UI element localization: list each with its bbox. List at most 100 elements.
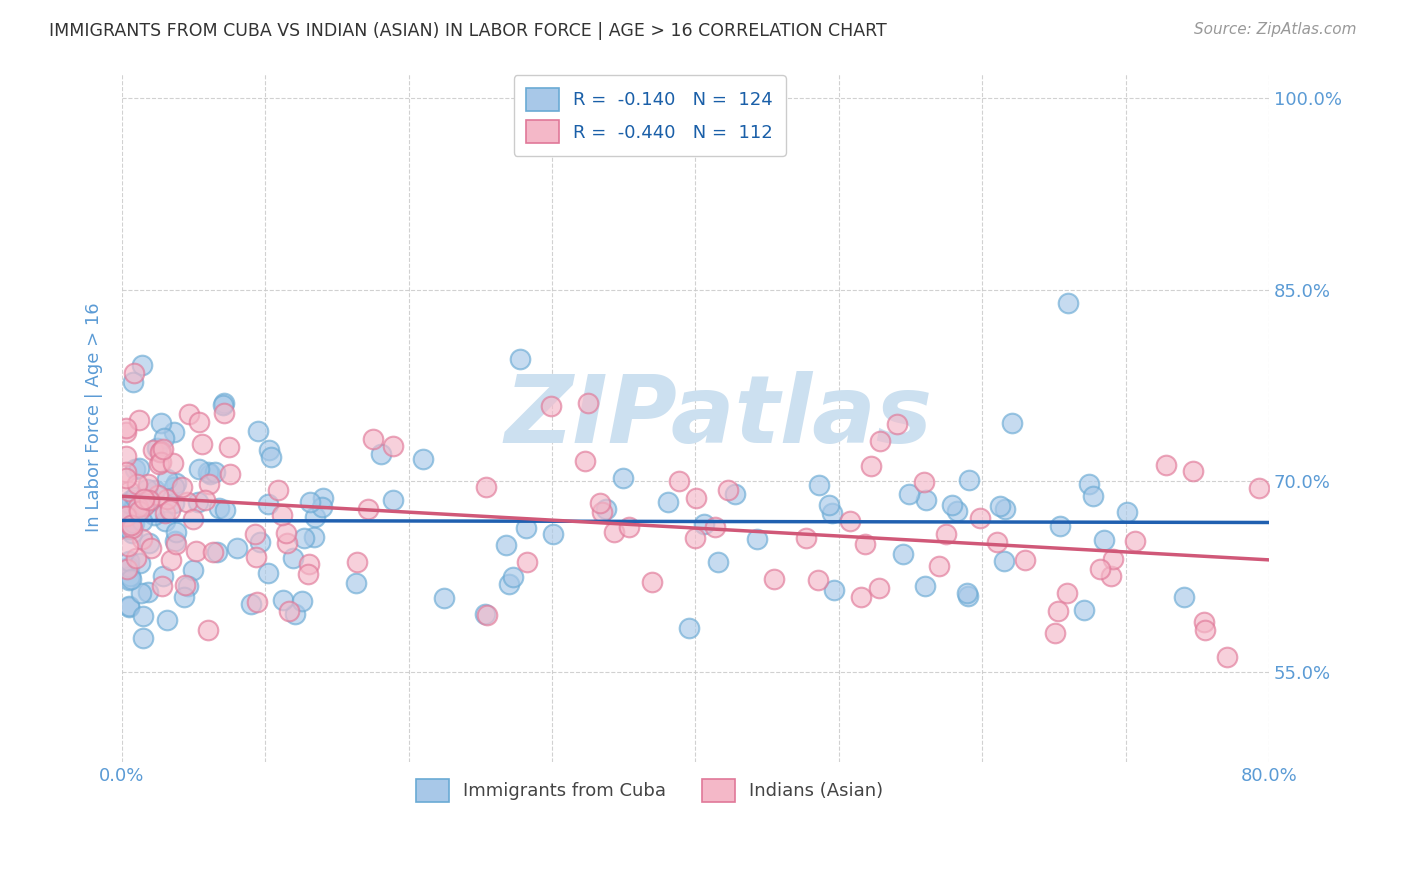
Point: [868, 582, 890, 596]
Point: [839, 514, 862, 528]
Point: [745, 533, 768, 547]
Text: ZIPatlas: ZIPatlas: [505, 371, 932, 463]
Point: [361, 432, 384, 446]
Point: [246, 424, 269, 438]
Point: [1094, 533, 1116, 548]
Point: [153, 431, 176, 445]
Point: [226, 541, 249, 555]
Point: [121, 511, 143, 525]
Point: [184, 544, 207, 558]
Point: [257, 442, 280, 457]
Point: [132, 608, 155, 623]
Point: [412, 451, 434, 466]
Point: [271, 592, 294, 607]
Point: [249, 535, 271, 549]
Point: [122, 500, 145, 515]
Point: [120, 492, 142, 507]
Point: [821, 506, 844, 520]
Point: [177, 579, 200, 593]
Point: [994, 502, 1017, 516]
Point: [121, 375, 143, 389]
Point: [142, 442, 165, 457]
Point: [194, 493, 217, 508]
Point: [381, 439, 404, 453]
Point: [170, 480, 193, 494]
Point: [118, 554, 141, 568]
Point: [163, 534, 186, 549]
Point: [198, 476, 221, 491]
Point: [1081, 489, 1104, 503]
Point: [132, 632, 155, 646]
Point: [818, 498, 841, 512]
Point: [120, 572, 142, 586]
Point: [187, 495, 209, 509]
Point: [969, 510, 991, 524]
Point: [146, 441, 169, 455]
Point: [176, 495, 198, 509]
Point: [1125, 534, 1147, 549]
Point: [118, 508, 141, 522]
Legend: Immigrants from Cuba, Indians (Asian): Immigrants from Cuba, Indians (Asian): [404, 766, 896, 814]
Point: [370, 447, 392, 461]
Point: [150, 444, 173, 458]
Point: [159, 502, 181, 516]
Point: [118, 484, 141, 499]
Point: [128, 503, 150, 517]
Point: [115, 509, 138, 524]
Point: [118, 560, 141, 574]
Point: [122, 366, 145, 380]
Point: [724, 486, 747, 500]
Text: IMMIGRANTS FROM CUBA VS INDIAN (ASIAN) IN LABOR FORCE | AGE > 16 CORRELATION CHA: IMMIGRANTS FROM CUBA VS INDIAN (ASIAN) I…: [49, 22, 887, 40]
Point: [165, 476, 187, 491]
Point: [297, 567, 319, 582]
Point: [1192, 615, 1215, 629]
Point: [475, 608, 498, 623]
Point: [190, 437, 212, 451]
Point: [214, 396, 236, 410]
Point: [946, 503, 969, 517]
Point: [612, 471, 634, 485]
Point: [498, 576, 520, 591]
Point: [162, 456, 184, 470]
Point: [163, 480, 186, 494]
Point: [240, 597, 263, 611]
Point: [197, 465, 219, 479]
Point: [274, 525, 297, 540]
Point: [292, 531, 315, 545]
Point: [129, 557, 152, 571]
Point: [121, 526, 143, 541]
Point: [115, 466, 138, 480]
Point: [574, 453, 596, 467]
Point: [302, 530, 325, 544]
Point: [212, 398, 235, 412]
Point: [433, 591, 456, 605]
Point: [941, 498, 963, 512]
Point: [912, 475, 935, 490]
Point: [125, 500, 148, 515]
Point: [304, 510, 326, 524]
Point: [474, 607, 496, 621]
Point: [298, 495, 321, 509]
Point: [543, 527, 565, 541]
Point: [165, 524, 187, 539]
Point: [118, 574, 141, 588]
Point: [212, 406, 235, 420]
Point: [243, 527, 266, 541]
Point: [122, 495, 145, 509]
Point: [134, 499, 156, 513]
Point: [298, 557, 321, 571]
Point: [134, 498, 156, 512]
Point: [595, 501, 617, 516]
Point: [1247, 481, 1270, 495]
Point: [136, 483, 159, 497]
Point: [928, 558, 950, 573]
Point: [205, 545, 228, 559]
Point: [165, 536, 187, 550]
Point: [150, 416, 173, 430]
Point: [988, 499, 1011, 513]
Point: [148, 488, 170, 502]
Point: [914, 579, 936, 593]
Point: [156, 491, 179, 506]
Point: [139, 541, 162, 555]
Point: [851, 590, 873, 604]
